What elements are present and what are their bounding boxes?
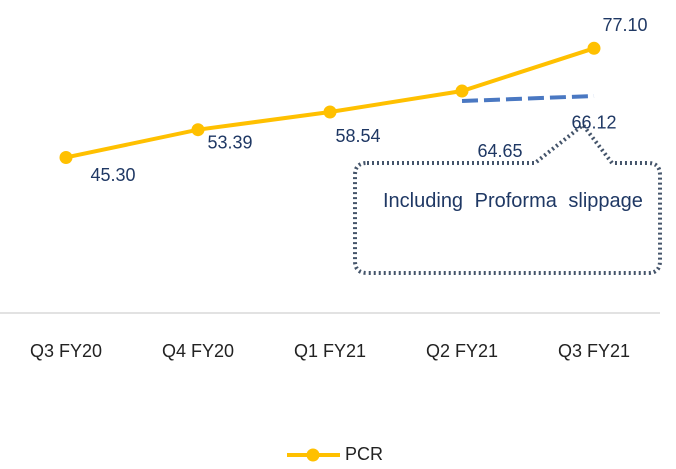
data-label: 66.12 [571,113,616,133]
legend-marker [306,448,320,462]
x-tick-label: Q3 FY20 [30,341,102,361]
marker [455,84,469,98]
annotation: Including Proforma slippage [383,190,643,212]
data-label: 45.30 [90,165,135,185]
data-label: 53.39 [207,132,252,152]
callout-box [353,122,662,275]
marker [191,123,205,137]
x-tick-label: Q4 FY20 [162,341,234,361]
data-label: 77.10 [602,15,647,35]
marker [587,41,601,55]
data-label: 64.65 [477,141,522,161]
x-tick-label: Q2 FY21 [426,341,498,361]
marker [59,150,73,164]
data-label: 58.54 [335,126,380,146]
x-tick-label: Q1 FY21 [294,341,366,361]
x-tick-label: Q3 FY21 [558,341,630,361]
legend-label: PCR [345,444,383,464]
marker [323,105,337,119]
proforma-line [461,93,595,104]
